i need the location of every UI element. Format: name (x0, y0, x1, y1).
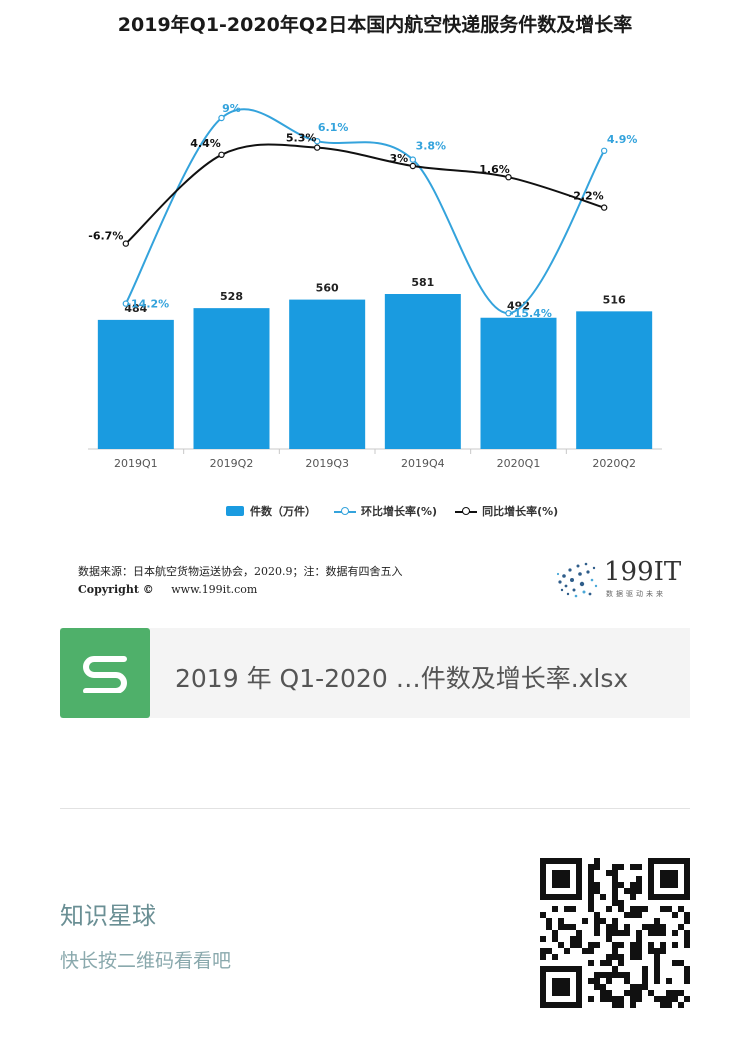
yoy-point-2019Q4 (409, 162, 417, 170)
bar-label-2020Q2: 516 (603, 293, 626, 306)
chart-title: 2019年Q1-2020年Q2日本国内航空快递服务件数及增长率 (117, 14, 633, 36)
bar-2019Q2 (193, 308, 270, 449)
yoy-point-2020Q1 (505, 173, 512, 181)
bar-label-2019Q4: 581 (411, 276, 434, 289)
bar-2019Q1 (97, 319, 174, 449)
legend-bar-label: 件数（万件） (250, 505, 316, 518)
mom-label-2019Q2: 9% (222, 102, 241, 115)
qr-code-icon[interactable] (540, 858, 690, 1008)
mom-point-2019Q1 (122, 300, 130, 307)
bar-label-2019Q3: 560 (316, 282, 339, 295)
x-tick-2020Q1: 2020Q1 (497, 457, 541, 470)
x-tick-2019Q2: 2019Q2 (210, 457, 254, 470)
yoy-point-2019Q1 (122, 240, 130, 247)
legend-bar-swatch (226, 506, 244, 516)
logo-tagline: 数据驱动未来 (606, 591, 666, 598)
bar-2019Q3 (289, 299, 366, 449)
legend-item-mom: 环比增长率(%) (334, 503, 437, 519)
site-link[interactable]: www.199it.com (171, 583, 258, 596)
mom-line (124, 108, 606, 315)
x-tick-2019Q3: 2019Q3 (305, 457, 349, 470)
bar-label-2019Q1: 484 (124, 302, 147, 315)
x-tick-2020Q2: 2020Q2 (592, 457, 636, 470)
chart-legend: 件数（万件） 环比增长率(%) 同比增长率(%) (226, 503, 576, 519)
mom-label-2019Q3: 6.1% (318, 121, 349, 134)
yoy-label-2020Q2: -2.2% (569, 190, 604, 203)
yoy-label-2019Q2: 4.4% (190, 137, 221, 150)
legend-mom-label: 环比增长率(%) (361, 505, 438, 518)
mom-point-2019Q2 (218, 114, 225, 122)
combo-chart: 4842019Q15282019Q25602019Q35812019Q44922… (88, 102, 662, 470)
mom-label-2020Q1: -15.4% (509, 307, 552, 320)
promo-title: 知识星球 (60, 902, 156, 930)
copyright-line: Copyright © www.199it.com (78, 583, 257, 596)
yoy-label-2019Q3: 5.3% (286, 132, 317, 145)
mom-point-2019Q3 (313, 137, 321, 145)
promo-subtitle: 快长按二维码看看吧 (60, 950, 232, 972)
mom-point-2019Q4 (409, 156, 417, 163)
yoy-point-2019Q3 (313, 144, 321, 151)
logo-wordmark: 199IT (604, 557, 682, 587)
mom-label-2019Q4: 3.8% (416, 140, 447, 153)
data-source: 数据来源：日本航空货物运送协会，2020.9；注：数据有四舍五入 (78, 565, 403, 578)
yoy-label-2019Q4: 3% (389, 152, 408, 165)
legend-yoy-swatch (455, 506, 478, 516)
199it-logo-icon (556, 562, 598, 598)
bar-label-2019Q2: 528 (220, 290, 243, 303)
spreadsheet-s-icon (60, 628, 150, 718)
yoy-point-2020Q2 (600, 204, 608, 211)
yoy-label-2019Q1: -6.7% (88, 230, 123, 243)
bar-2019Q4 (384, 294, 461, 449)
legend-mom-swatch (334, 506, 356, 516)
x-tick-2019Q4: 2019Q4 (401, 457, 445, 470)
mom-label-2019Q1: -14.2% (126, 298, 169, 311)
file-name: 2019 年 Q1-2020 …件数及增长率.xlsx (175, 664, 629, 693)
legend-yoy-label: 同比增长率(%) (482, 505, 559, 518)
mom-point-2020Q2 (600, 147, 608, 155)
copyright-label: Copyright © (78, 583, 154, 596)
legend-item-yoy: 同比增长率(%) (455, 503, 558, 519)
mom-point-2020Q1 (505, 310, 512, 317)
yoy-line (125, 143, 605, 245)
yoy-point-2019Q2 (218, 151, 225, 159)
mom-label-2020Q2: 4.9% (607, 133, 638, 146)
bar-2020Q2 (576, 311, 653, 449)
bar-2020Q1 (480, 317, 557, 449)
divider (60, 808, 690, 809)
yoy-label-2020Q1: 1.6% (479, 163, 510, 176)
legend-item-bar: 件数（万件） (226, 503, 316, 519)
file-attachment-card[interactable]: 2019 年 Q1-2020 …件数及增长率.xlsx (60, 628, 690, 718)
x-tick-2019Q1: 2019Q1 (114, 457, 158, 470)
